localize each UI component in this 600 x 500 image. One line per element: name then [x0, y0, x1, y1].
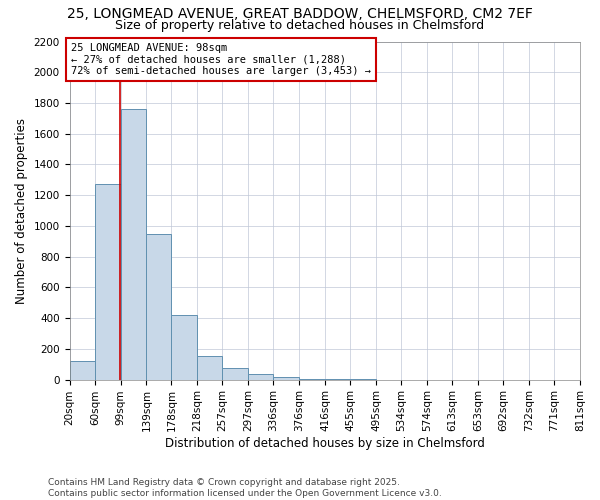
- Bar: [95, 184, 121, 380]
- Bar: [274, 376, 299, 380]
- Bar: [70, 361, 95, 380]
- Bar: [172, 315, 197, 380]
- Text: 25 LONGMEAD AVENUE: 98sqm
← 27% of detached houses are smaller (1,288)
72% of se: 25 LONGMEAD AVENUE: 98sqm ← 27% of detac…: [71, 43, 371, 76]
- Bar: [146, 234, 172, 380]
- X-axis label: Distribution of detached houses by size in Chelmsford: Distribution of detached houses by size …: [165, 437, 485, 450]
- Bar: [121, 109, 146, 380]
- Text: 25, LONGMEAD AVENUE, GREAT BADDOW, CHELMSFORD, CM2 7EF: 25, LONGMEAD AVENUE, GREAT BADDOW, CHELM…: [67, 8, 533, 22]
- Bar: [197, 356, 223, 380]
- Bar: [223, 368, 248, 380]
- Bar: [248, 374, 274, 380]
- Bar: [299, 379, 325, 380]
- Text: Contains HM Land Registry data © Crown copyright and database right 2025.
Contai: Contains HM Land Registry data © Crown c…: [48, 478, 442, 498]
- Text: Size of property relative to detached houses in Chelmsford: Size of property relative to detached ho…: [115, 18, 485, 32]
- Y-axis label: Number of detached properties: Number of detached properties: [15, 118, 28, 304]
